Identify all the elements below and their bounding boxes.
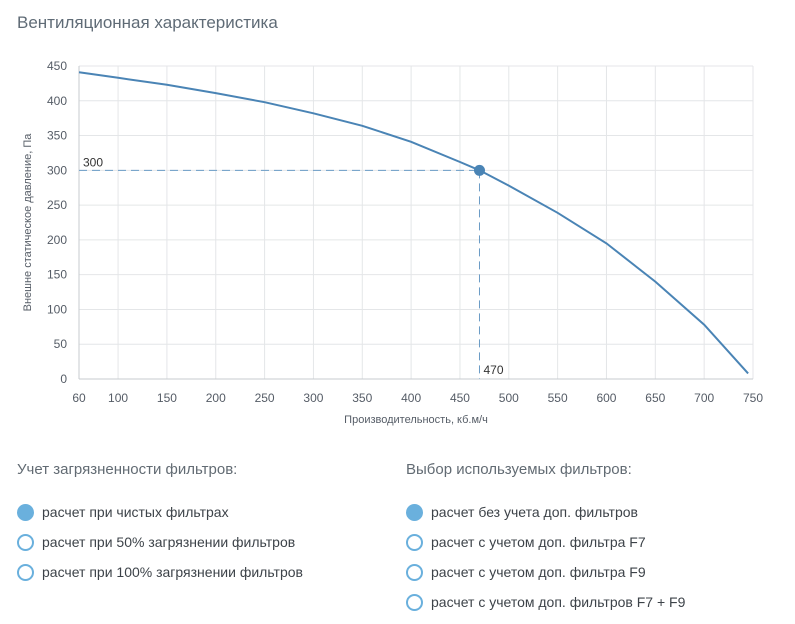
radio-circle-icon[interactable] xyxy=(406,593,423,611)
radio-label: расчет без учета доп. фильтров xyxy=(431,504,638,520)
y-tick-label: 300 xyxy=(47,163,67,177)
x-tick-label: 650 xyxy=(645,391,665,405)
x-tick-label: 200 xyxy=(206,391,226,405)
x-tick-label: 750 xyxy=(743,391,763,405)
x-tick-label: 60 xyxy=(72,391,86,405)
radio-label: расчет с учетом доп. фильтра F7 xyxy=(431,534,646,550)
ventilation-chart: 60 100 150 200 250 300 350 400 450 500 550 600 650 70… xyxy=(22,59,763,426)
radio-no-extra-filters[interactable]: расчет без учета доп. фильтров xyxy=(406,497,685,527)
y-tick-label: 100 xyxy=(47,302,67,316)
x-tick-label: 700 xyxy=(694,391,714,405)
operating-point-x-label: 470 xyxy=(483,363,503,377)
y-axis-label: Внешне статическое давление, Па xyxy=(22,133,34,312)
operating-point-marker xyxy=(473,164,485,176)
radio-label: расчет с учетом доп. фильтров F7 + F9 xyxy=(431,594,686,610)
radio-100-percent[interactable]: расчет при 100% загрязнении фильтров xyxy=(17,557,303,587)
radio-circle-icon[interactable] xyxy=(406,533,423,551)
y-tick-label: 200 xyxy=(47,233,67,247)
x-tick-label: 600 xyxy=(596,391,616,405)
contamination-title: Учет загрязненности фильтров: xyxy=(17,461,238,478)
y-tick-label: 450 xyxy=(47,59,67,73)
radio-filter-f7[interactable]: расчет с учетом доп. фильтра F7 xyxy=(406,527,685,557)
x-tick-label: 400 xyxy=(401,391,421,405)
radio-circle-icon[interactable] xyxy=(17,563,34,581)
y-tick-label: 400 xyxy=(47,94,67,108)
x-tick-label: 100 xyxy=(108,391,128,405)
radio-label: расчет при 100% загрязнении фильтров xyxy=(42,564,303,580)
filter-selection-title: Выбор используемых фильтров: xyxy=(406,461,632,478)
x-tick-label: 300 xyxy=(303,391,323,405)
radio-label: расчет при чистых фильтрах xyxy=(42,504,229,520)
radio-circle-icon[interactable] xyxy=(17,533,34,551)
contamination-section: Учет загрязненности фильтров: расчет при… xyxy=(17,460,303,587)
radio-50-percent[interactable]: расчет при 50% загрязнении фильтров xyxy=(17,527,303,557)
radio-circle-icon[interactable] xyxy=(406,503,423,521)
x-tick-label: 250 xyxy=(255,391,275,405)
y-tick-label: 150 xyxy=(47,268,67,282)
radio-circle-icon[interactable] xyxy=(17,503,34,521)
x-tick-label: 150 xyxy=(157,391,177,405)
radio-clean-filters[interactable]: расчет при чистых фильтрах xyxy=(17,497,303,527)
y-tick-label: 0 xyxy=(60,372,67,386)
x-axis-label: Производительность, кб.м/ч xyxy=(344,414,488,426)
radio-label: расчет при 50% загрязнении фильтров xyxy=(42,534,296,550)
radio-label: расчет с учетом доп. фильтра F9 xyxy=(431,564,646,580)
page-title: Вентиляционная характеристика xyxy=(17,13,278,32)
operating-point-y-label: 300 xyxy=(83,155,103,169)
radio-filter-f7-f9[interactable]: расчет с учетом доп. фильтров F7 + F9 xyxy=(406,587,685,617)
y-tick-label: 250 xyxy=(47,198,67,212)
radio-filter-f9[interactable]: расчет с учетом доп. фильтра F9 xyxy=(406,557,685,587)
filter-selection-section: Выбор используемых фильтров: расчет без … xyxy=(406,460,685,617)
radio-circle-icon[interactable] xyxy=(406,563,423,581)
series-line xyxy=(78,71,749,375)
x-tick-label: 500 xyxy=(499,391,519,405)
x-tick-label: 350 xyxy=(352,391,372,405)
y-tick-label: 50 xyxy=(54,337,68,351)
x-tick-label: 450 xyxy=(450,391,470,405)
y-tick-label: 350 xyxy=(47,129,67,143)
x-tick-label: 550 xyxy=(548,391,568,405)
